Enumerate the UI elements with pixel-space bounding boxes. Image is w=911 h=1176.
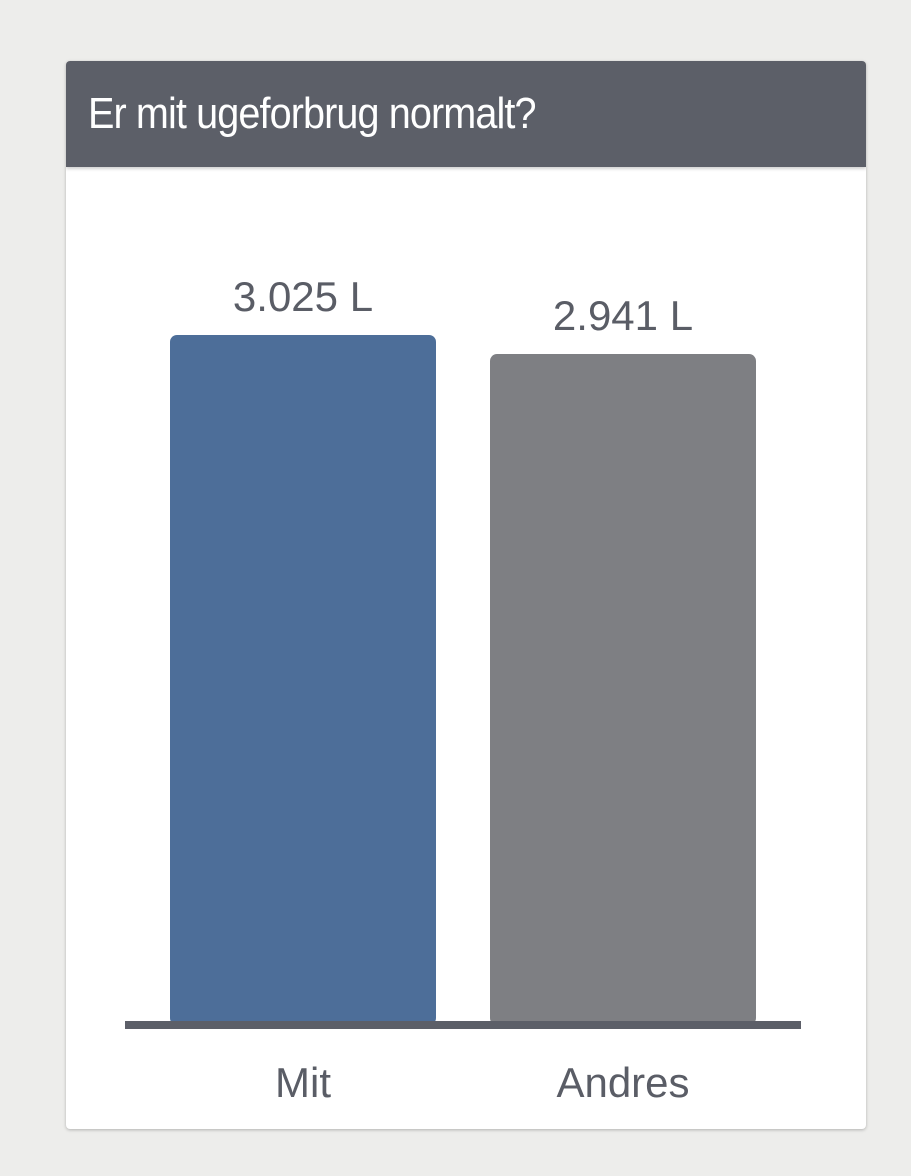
bar-mit [170, 335, 436, 1025]
card-header: Er mit ugeforbrug normalt? [66, 61, 866, 167]
value-label-mit: 3.025 L [233, 273, 373, 320]
bar-andres [490, 354, 756, 1025]
category-label-andres: Andres [556, 1059, 689, 1106]
bar-chart: 3.025 L Mit 2.941 L Andres [125, 273, 801, 1106]
value-label-andres: 2.941 L [553, 292, 693, 339]
chart-baseline [125, 1021, 801, 1029]
card-title: Er mit ugeforbrug normalt? [88, 89, 537, 138]
category-label-mit: Mit [275, 1059, 331, 1106]
consumption-card: Er mit ugeforbrug normalt? 3.025 L Mit 2.9… [66, 61, 866, 1129]
